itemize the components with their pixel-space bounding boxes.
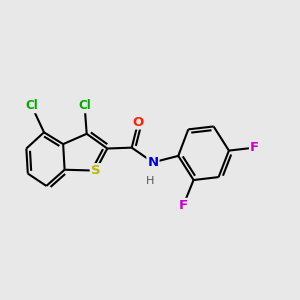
- Text: F: F: [250, 141, 259, 154]
- Text: Cl: Cl: [78, 99, 91, 112]
- Text: H: H: [146, 176, 154, 186]
- Text: F: F: [179, 199, 188, 212]
- Text: S: S: [91, 164, 100, 177]
- Text: Cl: Cl: [25, 99, 38, 112]
- Text: O: O: [133, 116, 144, 128]
- Text: N: N: [147, 156, 158, 169]
